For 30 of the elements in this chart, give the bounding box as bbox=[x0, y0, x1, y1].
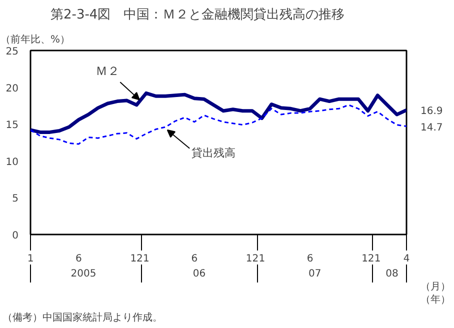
x-tick-label: 12 bbox=[362, 254, 374, 264]
chart-title: 第2-3-4図 中国：Ｍ２と金融機関貸出残高の推移 bbox=[50, 6, 345, 22]
annotation: 16.9 bbox=[420, 106, 443, 118]
text: 2005 bbox=[70, 268, 96, 280]
text: 06 bbox=[192, 268, 206, 280]
text: 07 bbox=[308, 268, 322, 280]
x-tick-label: 1 bbox=[374, 254, 381, 264]
x-tick-label: 1 bbox=[27, 254, 34, 264]
y-tick-label: 25 bbox=[6, 46, 19, 58]
x-tick-label: 6 bbox=[191, 254, 198, 264]
y-tick-label: 10 bbox=[6, 156, 19, 168]
text: 貸出残高 bbox=[192, 146, 236, 160]
y-axis-title: （前年比、%） bbox=[0, 34, 70, 46]
series-label: Ｍ２ bbox=[96, 64, 120, 78]
x-tick-label: 1 bbox=[258, 254, 266, 264]
x-tick-label: 6 bbox=[76, 254, 82, 264]
y-tick-label: 5 bbox=[12, 194, 19, 205]
x-tick-label: 4 bbox=[403, 254, 410, 264]
annotation: 14.7 bbox=[420, 122, 443, 134]
text: （月） bbox=[420, 282, 450, 292]
text: （備考）中国国家統計局より作成。 bbox=[2, 312, 162, 324]
x-tick-label: 12 bbox=[246, 254, 259, 264]
text: 08 bbox=[386, 268, 398, 280]
y-tick-label: 20 bbox=[6, 83, 19, 94]
text: （年） bbox=[420, 294, 450, 306]
y-tick-label: 15 bbox=[6, 120, 19, 132]
x-tick-label: 1 bbox=[143, 254, 150, 264]
y-tick-label: 0 bbox=[12, 230, 19, 242]
x-tick-label: 6 bbox=[306, 254, 314, 264]
x-tick-label: 12 bbox=[130, 254, 143, 264]
